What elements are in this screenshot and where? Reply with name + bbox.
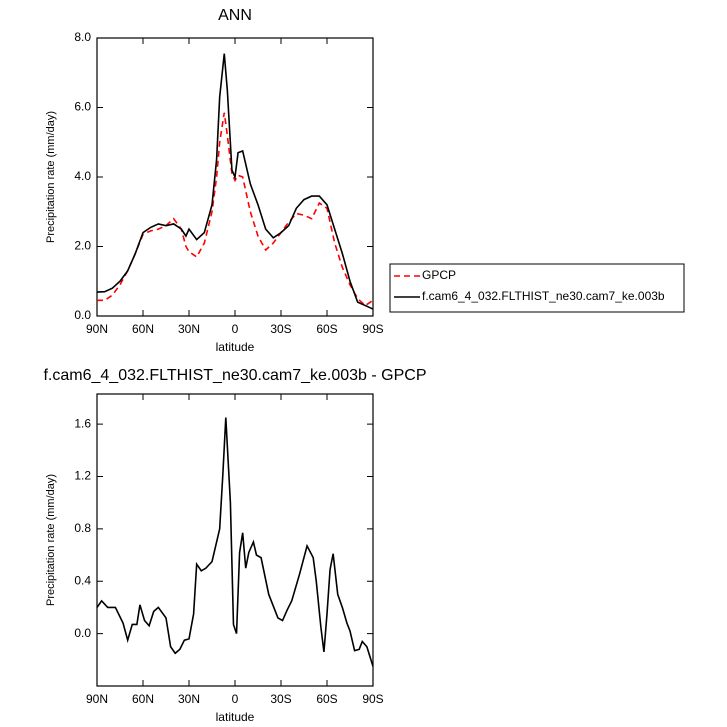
- legend-label: f.cam6_4_032.FLTHIST_ne30.cam7_ke.003b: [422, 289, 665, 303]
- x-tick-label: 90N: [86, 322, 108, 336]
- y-tick-label: 0.8: [74, 521, 91, 535]
- y-tick-label: 0.0: [74, 308, 91, 322]
- x-tick-label: 90S: [362, 322, 383, 336]
- legend-label: GPCP: [422, 268, 456, 282]
- x-tick-label: 60N: [132, 692, 154, 706]
- y-tick-label: 1.2: [74, 469, 91, 483]
- x-tick-label: 90N: [86, 692, 108, 706]
- series-line: [96, 53, 374, 310]
- y-axis-label: Precipitation rate (mm/day): [45, 474, 57, 606]
- y-tick-label: 2.0: [74, 239, 91, 253]
- chart-title: f.cam6_4_032.FLTHIST_ne30.cam7_ke.003b -…: [43, 367, 426, 384]
- plot-frame: [96, 393, 374, 687]
- x-tick-label: 60N: [132, 322, 154, 336]
- x-tick-label: 90S: [362, 692, 383, 706]
- series-line: [97, 112, 374, 307]
- y-tick-label: 8.0: [74, 30, 91, 44]
- x-tick-label: 30S: [270, 692, 291, 706]
- x-tick-label: 30N: [178, 322, 200, 336]
- x-tick-label: 30S: [270, 322, 291, 336]
- y-tick-label: 0.0: [74, 626, 91, 640]
- y-tick-label: 1.6: [74, 416, 91, 430]
- series-line: [96, 417, 374, 667]
- x-axis-label: latitude: [216, 710, 255, 724]
- chart-title: ANN: [218, 7, 252, 24]
- y-axis-label: Precipitation rate (mm/day): [45, 111, 57, 243]
- x-tick-label: 60S: [316, 692, 337, 706]
- x-tick-label: 60S: [316, 322, 337, 336]
- x-tick-label: 30N: [178, 692, 200, 706]
- y-tick-label: 0.4: [74, 573, 91, 587]
- legend-box: [389, 263, 685, 313]
- y-tick-label: 4.0: [74, 169, 91, 183]
- x-tick-label: 0: [232, 322, 239, 336]
- y-tick-label: 6.0: [74, 100, 91, 114]
- x-tick-label: 0: [232, 692, 239, 706]
- x-axis-label: latitude: [216, 340, 255, 354]
